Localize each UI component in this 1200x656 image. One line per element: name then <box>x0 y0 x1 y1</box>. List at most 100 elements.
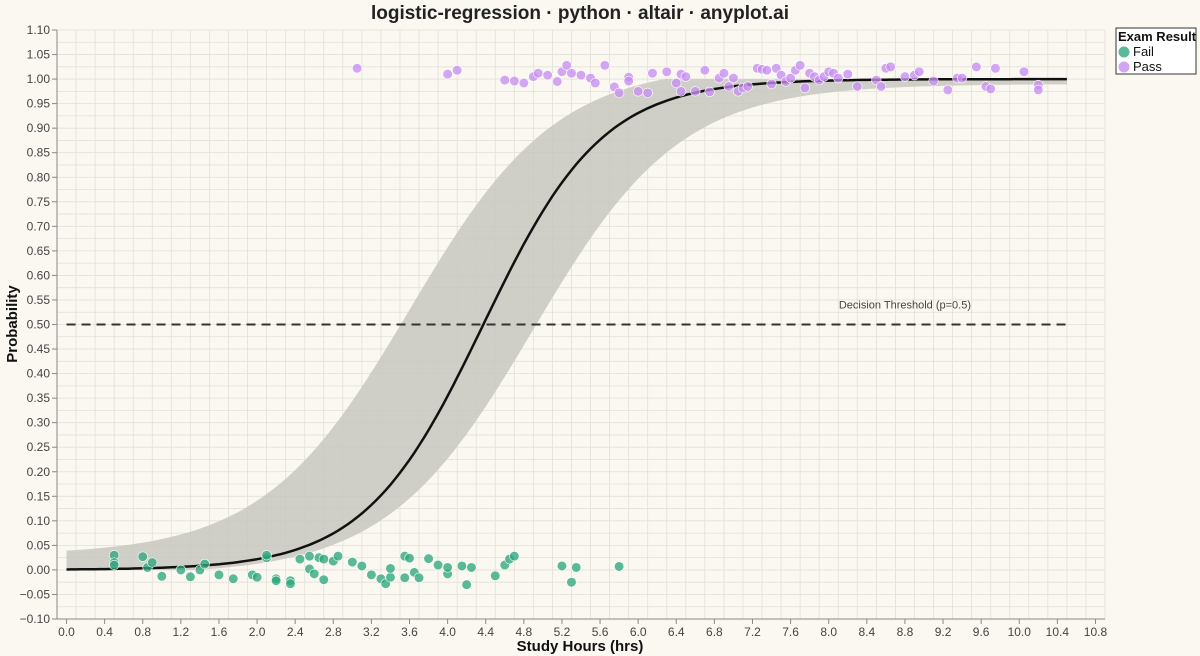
fail-point <box>571 562 582 573</box>
x-tick-label: 1.2 <box>173 625 190 639</box>
y-tick-label: 0.90 <box>27 121 51 135</box>
fail-point <box>356 560 367 572</box>
logistic-curve-line <box>66 77 1067 571</box>
x-tick-label: 6.4 <box>668 625 685 639</box>
fail-point <box>285 578 296 589</box>
x-tick-label: 7.6 <box>782 625 799 639</box>
pass-point <box>766 78 777 90</box>
y-tick-label: 0.45 <box>27 342 51 356</box>
pass-point <box>876 81 887 92</box>
y-tick-label: 0.55 <box>27 293 51 307</box>
pass-point <box>799 82 810 94</box>
pass-point <box>795 60 806 71</box>
fail-point <box>294 554 306 565</box>
x-tick-label: 6.8 <box>706 625 723 639</box>
pass-point <box>671 77 682 89</box>
decision-threshold: Decision Threshold (p=0.5) <box>66 300 1067 326</box>
x-tick-label: 2.4 <box>287 625 304 639</box>
pass-point <box>971 61 982 72</box>
y-tick-label: −0.05 <box>20 587 51 601</box>
y-tick-label: 1.00 <box>27 72 51 86</box>
pass-point <box>1018 66 1030 77</box>
y-tick-label: 1.10 <box>27 23 51 37</box>
fail-point <box>251 572 263 583</box>
fail-point <box>332 551 344 562</box>
y-tick-label: 0.60 <box>27 268 51 282</box>
y-tick-label: 0.95 <box>27 97 51 111</box>
pass-point <box>509 75 520 87</box>
pass-point <box>633 86 644 97</box>
fail-point <box>175 564 186 576</box>
y-tick-label: 0.35 <box>27 391 51 405</box>
x-tick-label: 4.0 <box>439 625 456 639</box>
pass-point <box>990 63 1001 74</box>
x-tick-label: 5.2 <box>554 625 571 639</box>
pass-point <box>352 63 363 74</box>
fail-point <box>309 568 320 579</box>
fail-point <box>466 562 477 573</box>
y-tick-label: 0.00 <box>27 563 51 577</box>
x-tick-label: 10.0 <box>1008 625 1032 639</box>
fail-point <box>461 579 472 590</box>
fail-point <box>432 559 444 571</box>
pass-point <box>942 84 953 95</box>
threshold-label: Decision Threshold (p=0.5) <box>839 300 971 312</box>
y-tick-label: 0.85 <box>27 146 51 160</box>
pass-point <box>566 68 577 79</box>
pass-point <box>623 75 634 87</box>
pass-point <box>956 73 968 84</box>
x-tick-label: 3.2 <box>363 625 380 639</box>
pass-point <box>728 73 739 84</box>
x-tick-label: 5.6 <box>592 625 609 639</box>
y-tick-label: 0.40 <box>27 367 51 381</box>
fail-point <box>366 569 377 580</box>
pass-point <box>614 87 625 98</box>
x-tick-label: 1.6 <box>211 625 228 639</box>
x-tick-label: 0.4 <box>96 625 113 639</box>
fail-point <box>347 556 358 568</box>
fail-point <box>490 570 501 581</box>
fail-point <box>404 553 415 564</box>
fail-point <box>147 557 158 568</box>
fail-point <box>442 562 453 573</box>
pass-point <box>723 81 734 92</box>
chart-title: logistic-regression · python · altair · … <box>371 3 789 24</box>
fail-point <box>413 572 425 583</box>
pass-point <box>833 73 844 84</box>
pass-point <box>690 86 701 97</box>
x-tick-label: 0.0 <box>58 625 75 639</box>
y-tick-label: 0.15 <box>27 489 51 503</box>
y-tick-label: 0.65 <box>27 244 51 258</box>
legend-fail-label: Fail <box>1133 44 1154 59</box>
x-tick-label: 6.0 <box>630 625 647 639</box>
pass-point <box>928 75 939 87</box>
fail-point <box>385 572 396 583</box>
y-tick-label: 1.05 <box>27 48 51 62</box>
pass-point <box>742 81 753 92</box>
pass-point <box>542 70 553 81</box>
fail-point <box>456 560 468 572</box>
logistic-curve <box>66 77 1067 571</box>
pass-point <box>899 71 911 82</box>
pass-point <box>675 86 687 97</box>
fail-point <box>185 571 196 582</box>
x-tick-label: 7.2 <box>744 625 761 639</box>
data-points <box>109 60 1044 590</box>
fail-point <box>261 550 272 561</box>
x-tick-label: 8.0 <box>820 625 837 639</box>
x-tick-label: 4.4 <box>477 625 494 639</box>
fail-point <box>423 553 434 564</box>
y-tick-label: 0.80 <box>27 170 51 184</box>
y-tick-label: −0.10 <box>20 612 51 626</box>
pass-point <box>575 70 587 81</box>
pass-point <box>718 68 730 79</box>
x-tick-label: 8.4 <box>858 625 875 639</box>
pass-point <box>442 69 453 80</box>
fail-point <box>304 551 315 562</box>
y-tick-label: 0.70 <box>27 219 51 233</box>
pass-point <box>985 83 996 94</box>
fail-point <box>566 577 577 588</box>
legend-pass-swatch <box>1118 61 1130 73</box>
fail-point <box>137 551 148 562</box>
pass-point <box>499 74 510 86</box>
